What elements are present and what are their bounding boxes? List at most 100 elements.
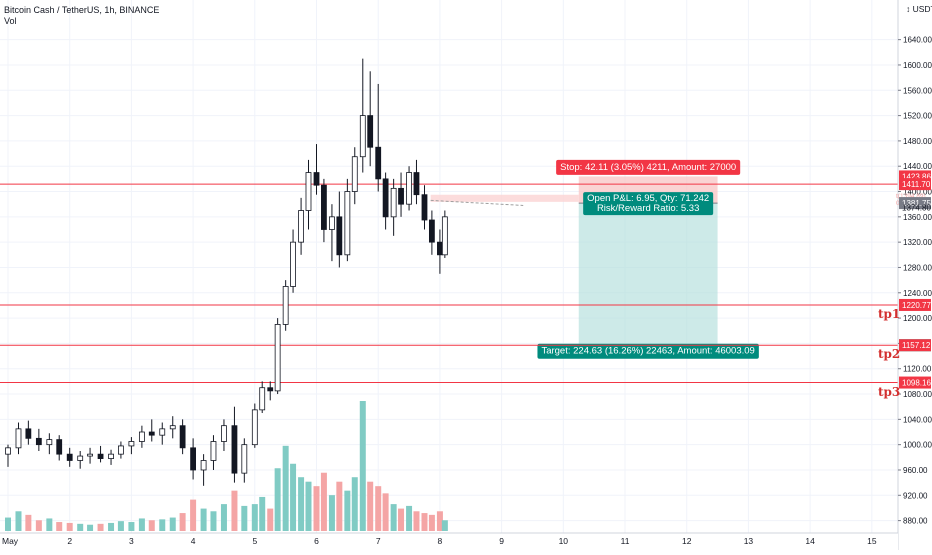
level-badge[interactable]: [899, 339, 931, 352]
level-badge-label: 1098.16: [902, 379, 931, 388]
price-tick-label: 1360.00: [903, 213, 932, 222]
time-tick-label: 9: [499, 536, 504, 546]
target-zone[interactable]: [578, 203, 718, 346]
volume-bar: [210, 511, 217, 531]
candle-body: [241, 444, 248, 474]
price-tick-label: 1400.00: [903, 188, 932, 197]
time-axis[interactable]: May 2 3 4 5 6 7 8 9 10 11 12 13 14 15: [0, 532, 898, 550]
candle-body: [382, 178, 389, 218]
price-axis[interactable]: ↕ USDT 1640.00 1600.00 1560.00 1520.00 1480.0…: [896, 0, 932, 550]
price-badge-label: 1374.80: [902, 203, 931, 212]
volume-bar: [46, 518, 53, 531]
candle-body: [398, 187, 404, 205]
candle-body: [375, 146, 382, 180]
price-tick-label: 1080.00: [903, 390, 932, 399]
price-tick-label: 1320.00: [903, 238, 932, 247]
volume-bar: [421, 513, 428, 531]
volume-bar: [344, 490, 351, 531]
volume-bar: [428, 514, 435, 531]
candle-body: [128, 441, 135, 447]
candle-body: [118, 445, 124, 455]
candle-body: [390, 187, 397, 218]
target-label[interactable]: Target: 224.63 (16.26%) 22463, Amount: 4…: [537, 343, 759, 359]
price-tick-label: 1520.00: [903, 112, 932, 121]
volume-bar: [259, 496, 266, 531]
candle-body: [5, 447, 11, 455]
volume-bar: [313, 486, 320, 531]
volume-bar: [25, 514, 32, 531]
time-tick-label: 8: [438, 536, 443, 546]
candle-body: [344, 191, 351, 256]
target-label-bg: [537, 343, 759, 359]
tp-label: tp1: [878, 306, 901, 321]
price-tick-label: 1120.00: [903, 365, 932, 374]
volume-bar: [251, 504, 258, 531]
candle-body: [251, 409, 258, 446]
price-tick-label: 1000.00: [903, 441, 932, 450]
level-badge[interactable]: [899, 298, 931, 311]
volume-bar: [290, 463, 297, 531]
price-tick-label: 960.00: [903, 466, 928, 475]
candle-body: [210, 441, 217, 461]
volume-bar: [15, 511, 22, 531]
currency-label[interactable]: ↕ USDT: [906, 4, 932, 14]
candle-body: [108, 453, 114, 459]
level-badge-label: 1157.12: [902, 341, 931, 350]
volume-bars: [5, 401, 448, 531]
candle-body: [441, 216, 448, 256]
candle-body: [221, 425, 227, 442]
symbol-title[interactable]: Bitcoin Cash / TetherUS, 1h, BINANCE: [4, 5, 160, 15]
candle-body: [428, 219, 435, 243]
candle-body: [46, 439, 53, 446]
volume-bar: [66, 522, 73, 531]
price-badge[interactable]: [899, 178, 931, 191]
horizontal-levels: [0, 183, 898, 384]
volume-bar: [328, 495, 335, 531]
volume-bar: [436, 511, 443, 531]
level-badge[interactable]: [899, 376, 931, 389]
volume-bar: [128, 522, 135, 531]
volume-bar: [87, 524, 94, 531]
price-tick-label: 920.00: [903, 491, 928, 500]
time-tick-label: 6: [314, 536, 319, 546]
price-badge[interactable]: [899, 197, 931, 210]
candle-body: [259, 387, 266, 411]
grid-lines: [0, 0, 898, 533]
volume-bar: [336, 481, 343, 531]
time-tick-label: 15: [867, 536, 877, 546]
candle-body: [190, 447, 197, 471]
candle-body: [138, 431, 145, 442]
price-tick-label: 1560.00: [903, 86, 932, 95]
pnl-label-line1: Open P&L: 6.95, Qty: 71.242: [587, 193, 709, 204]
short-position-tool[interactable]: Stop: 42.11 (3.05%) 4211, Amount: 27000 O…: [430, 159, 759, 359]
volume-bar: [77, 523, 84, 531]
volume-bar: [108, 522, 115, 531]
time-tick-label: 14: [805, 536, 815, 546]
volume-bar: [274, 468, 281, 531]
price-badge-label: 1411.70: [902, 180, 931, 189]
volume-bar: [179, 513, 186, 531]
candle-body: [77, 455, 84, 461]
volume-bar: [138, 518, 145, 531]
time-tick-label: 2: [67, 536, 72, 546]
volume-bar: [441, 520, 448, 531]
candle-body: [179, 425, 186, 449]
price-tick-label: 880.00: [903, 517, 928, 526]
candle-body: [267, 387, 274, 392]
time-tick-label: 12: [682, 536, 692, 546]
candle-body: [148, 431, 155, 436]
volume-label[interactable]: Vol: [4, 16, 17, 26]
stop-label[interactable]: Stop: 42.11 (3.05%) 4211, Amount: 27000: [556, 159, 741, 175]
candle-body: [336, 216, 343, 256]
candle-body: [87, 453, 93, 457]
target-label-text: Target: 224.63 (16.26%) 22463, Amount: 4…: [541, 346, 754, 357]
candle-body: [25, 428, 32, 439]
volume-bar: [241, 505, 248, 531]
time-tick-label: 5: [252, 536, 257, 546]
price-tick-label: 1440.00: [903, 162, 932, 171]
volume-bar: [35, 520, 42, 531]
volume-bar: [117, 521, 124, 531]
